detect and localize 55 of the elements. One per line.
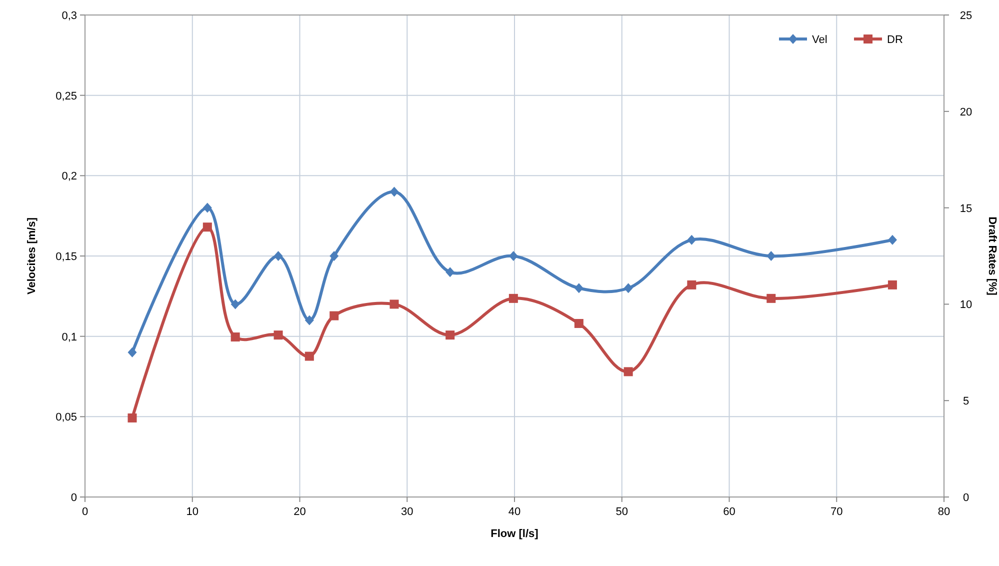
y2-tick-label: 0 (962, 492, 970, 504)
point (330, 251, 339, 261)
y-tick-label: 0,05 (56, 412, 77, 424)
point (888, 234, 897, 245)
point (230, 332, 240, 342)
x-tick-label: 70 (830, 506, 843, 518)
y-tick-label: 0,1 (62, 331, 77, 344)
legend-label: Vel (812, 34, 828, 46)
point (446, 267, 455, 278)
y2-axis-title: Draft Rates [%] (986, 216, 998, 296)
point (574, 318, 584, 328)
point (888, 280, 897, 290)
y2-tick-label: 10 (960, 299, 972, 312)
x-axis-title: Flow [l/s] (490, 528, 539, 540)
point (624, 283, 633, 294)
point (390, 300, 399, 309)
x-tick-label: 80 (938, 506, 950, 518)
point (304, 315, 314, 326)
x-tick-label: 50 (616, 506, 628, 518)
point (687, 280, 696, 290)
y2-tick-label: 15 (960, 202, 972, 215)
point (508, 251, 518, 261)
y-tick-label: 0,3 (62, 10, 77, 22)
point (304, 352, 314, 361)
x-tick-label: 30 (401, 506, 414, 518)
legend-label: DR (887, 34, 903, 46)
y2-tick-label: 20 (960, 106, 972, 118)
point (274, 251, 283, 261)
y-axis-title: Velocites [m/s] (26, 217, 38, 295)
point (508, 294, 518, 303)
point (128, 347, 137, 358)
point (274, 330, 283, 340)
point (687, 234, 696, 245)
x-tick-label: 60 (723, 506, 736, 518)
x-tick-label: 20 (294, 506, 306, 518)
point (202, 222, 212, 232)
y2-tick-label: 5 (962, 396, 970, 408)
point (766, 294, 776, 303)
point (624, 367, 633, 376)
x-tick-label: 40 (508, 506, 521, 518)
y-tick-label: 0,15 (56, 251, 77, 263)
point (766, 251, 776, 261)
y2-tick-label: 25 (960, 10, 972, 22)
point (574, 283, 584, 294)
y-tick-label: 0,25 (56, 90, 77, 102)
y-tick-label: 0,2 (62, 170, 77, 183)
point (330, 311, 339, 320)
point (128, 413, 137, 422)
point (390, 186, 399, 197)
point (202, 202, 212, 213)
point (230, 299, 240, 310)
x-tick-label: 10 (186, 506, 198, 518)
point (446, 330, 455, 340)
y-tick-label: 0 (70, 492, 77, 504)
x-tick-label: 0 (82, 506, 88, 518)
